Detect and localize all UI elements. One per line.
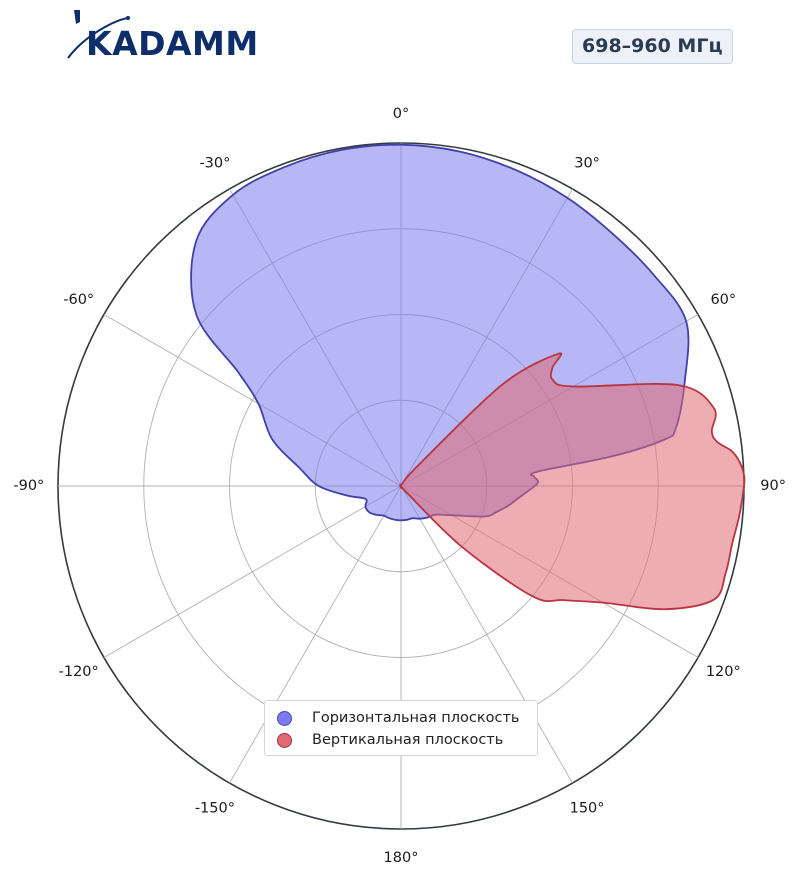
legend-label-vertical: Вертикальная плоскость xyxy=(312,732,504,748)
logo-flag-icon xyxy=(74,10,80,24)
logo-swoosh-icon xyxy=(67,17,129,59)
logo xyxy=(67,10,130,59)
angle-tick-label: 150° xyxy=(570,800,605,816)
angle-tick-label: -60° xyxy=(63,292,94,308)
series-layer xyxy=(190,143,746,611)
legend-label-horizontal: Горизонтальная плоскость xyxy=(312,710,520,726)
angle-tick-labels: 0° 30° 60° 90° 120° 150° 180° -150° -120° -90° -60… xyxy=(13,106,786,866)
angle-tick-label: -150° xyxy=(195,800,235,816)
angle-tick-label: 0° xyxy=(393,106,409,122)
frequency-band-badge: 698–960 МГц xyxy=(572,29,733,64)
legend-item-vertical: Вертикальная плоскость xyxy=(277,729,503,751)
series-vertical xyxy=(399,352,746,611)
angle-tick-label: -90° xyxy=(13,478,44,494)
angle-tick-label: -120° xyxy=(59,664,99,680)
angle-tick-label: -30° xyxy=(199,156,230,172)
grid-spoke xyxy=(229,485,402,784)
grid-spoke xyxy=(103,485,402,658)
legend-marker-horizontal xyxy=(277,710,292,726)
grid-spoke xyxy=(400,485,573,784)
legend-marker-vertical xyxy=(277,732,292,748)
angle-tick-label: 180° xyxy=(384,850,419,866)
logo-text: KADAMM xyxy=(86,24,259,63)
angle-tick-label: 90° xyxy=(760,478,786,494)
angle-tick-label: 30° xyxy=(574,156,600,172)
logo-dot-icon xyxy=(126,16,130,20)
angle-tick-label: 60° xyxy=(710,292,736,308)
angle-tick-label: 120° xyxy=(706,664,741,680)
legend-item-horizontal: Горизонтальная плоскость xyxy=(277,707,519,729)
legend: Горизонтальная плоскость Вертикальная пл… xyxy=(264,700,538,756)
